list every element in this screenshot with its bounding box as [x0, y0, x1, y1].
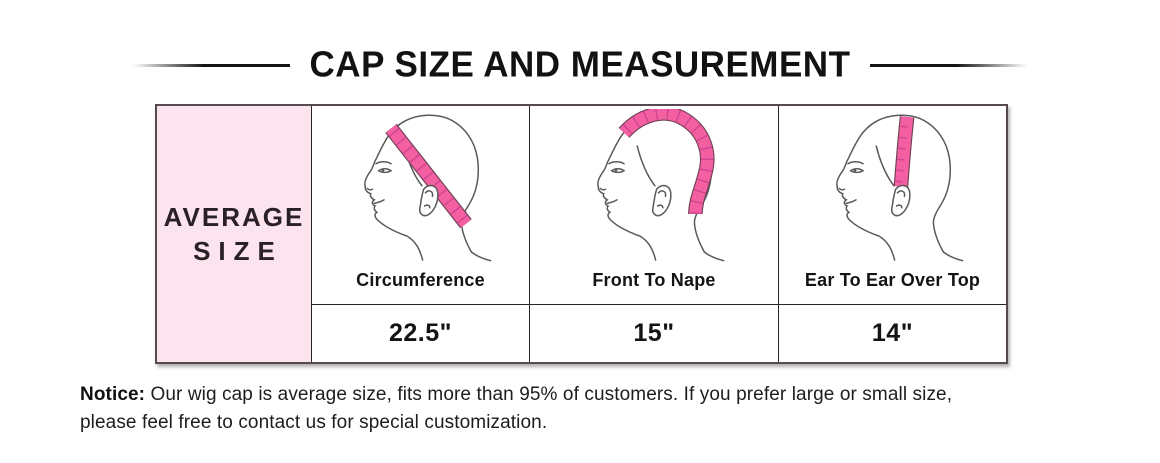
head-profile-circumference-illustration — [363, 114, 491, 262]
notice-line2: please feel free to contact us for speci… — [80, 412, 548, 433]
row-header-average-size: AVERAGE SIZE — [157, 106, 311, 362]
illustration-cell-ear-to-ear: Ear To Ear Over Top — [779, 106, 1006, 305]
measurement-value-ear-to-ear: 14" — [871, 319, 914, 347]
measurement-value-front-to-nape: 15" — [633, 319, 675, 347]
head-profile-ear-to-ear-illustration — [835, 114, 963, 262]
notice-label: Notice: — [80, 384, 146, 405]
measurement-column-ear-to-ear: Ear To Ear Over Top 14" — [778, 106, 1006, 362]
measurement-label-front-to-nape: Front To Nape — [592, 270, 716, 290]
title-divider-right — [870, 63, 1028, 67]
title-divider-left — [132, 63, 290, 67]
illustration-cell-front-to-nape: Front To Nape — [530, 106, 778, 305]
notice-line1: Our wig cap is average size, fits more t… — [150, 384, 953, 405]
measurement-column-circumference: Circumference 22.5" — [311, 106, 529, 362]
page-title: CAP SIZE AND MEASUREMENT — [309, 44, 851, 85]
notice-text: Notice: Our wig cap is average size, fit… — [80, 381, 1100, 437]
illustration-cell-circumference: Circumference — [312, 106, 529, 305]
row-header-line1: AVERAGE — [163, 202, 305, 232]
title-section: CAP SIZE AND MEASUREMENT — [0, 42, 1160, 88]
measurement-column-front-to-nape: Front To Nape 15" — [529, 106, 778, 362]
measurement-label-circumference: Circumference — [356, 270, 485, 290]
head-profile-front-to-nape-illustration — [597, 109, 725, 262]
row-header-line2: SIZE — [193, 236, 283, 266]
size-table: AVERAGE SIZE Circumference 22.5" — [155, 104, 1008, 364]
measurement-label-ear-to-ear: Ear To Ear Over Top — [804, 270, 981, 290]
measurement-value-circumference: 22.5" — [388, 319, 452, 347]
